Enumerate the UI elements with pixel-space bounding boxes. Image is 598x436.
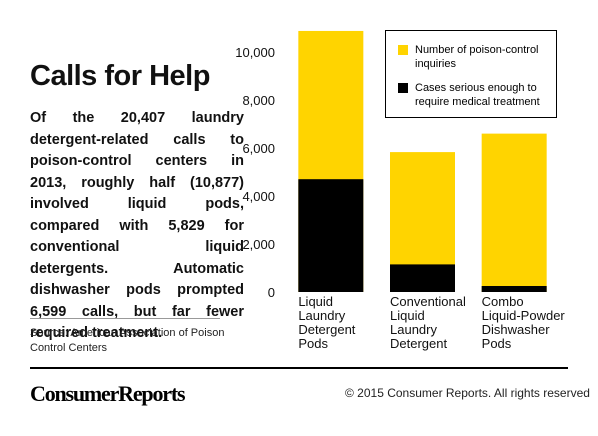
logo: ConsumerReports bbox=[30, 381, 186, 406]
x-tick-label: Conventional Liquid Laundry Detergent bbox=[390, 294, 466, 351]
legend: Number of poison-control inquiries Cases … bbox=[385, 30, 557, 118]
x-tick-label: Combo Liquid-Powder Dishwasher Pods bbox=[482, 294, 566, 351]
y-tick-label: 4,000 bbox=[242, 189, 275, 204]
legend-label: Cases serious enough to require medical … bbox=[415, 82, 540, 108]
divider bbox=[30, 367, 568, 369]
x-tick-label: Liquid Laundry Detergent Pods bbox=[298, 294, 355, 351]
bar bbox=[481, 133, 547, 292]
chart-title: Calls for Help bbox=[30, 60, 210, 92]
bar bbox=[390, 264, 455, 292]
divider bbox=[30, 318, 220, 319]
y-tick-label: 0 bbox=[268, 285, 275, 300]
legend-swatch bbox=[398, 45, 408, 55]
y-tick-label: 6,000 bbox=[242, 141, 275, 156]
y-tick-label: 10,000 bbox=[235, 45, 275, 60]
bar bbox=[481, 286, 547, 292]
source: Source: American Association of Poison C… bbox=[30, 327, 225, 354]
y-tick-label: 2,000 bbox=[242, 237, 275, 252]
legend-label: Number of poison-control inquiries bbox=[415, 44, 539, 70]
bar bbox=[298, 179, 364, 292]
description: Of the 20,407 laundry detergent-related … bbox=[30, 110, 244, 341]
y-tick-label: 8,000 bbox=[242, 93, 275, 108]
legend-swatch bbox=[398, 83, 408, 93]
copyright: © 2015 Consumer Reports. All rights rese… bbox=[345, 386, 590, 400]
